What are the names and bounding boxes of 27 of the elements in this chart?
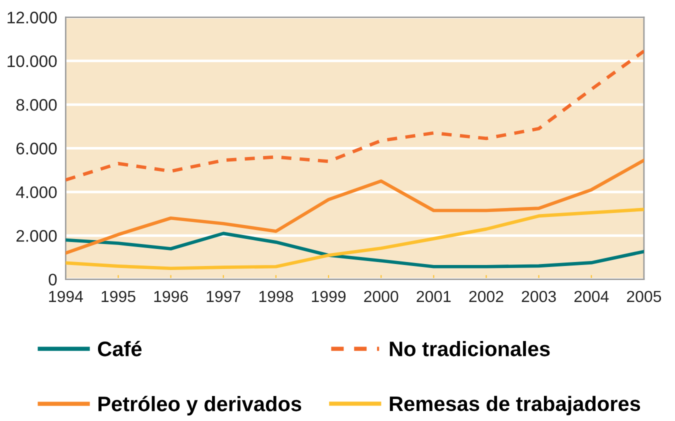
x-tick-label: 1995 — [102, 290, 136, 302]
legend-label: Café — [98, 340, 142, 356]
y-tick-label: 2.000 — [16, 230, 57, 242]
x-tick-label: 2000 — [364, 290, 398, 302]
legend-label: Remesas de trabajadores — [390, 396, 640, 416]
x-tick-label: 2005 — [626, 290, 662, 302]
y-tick-label: 6.000 — [16, 142, 57, 154]
x-tick-label: 2002 — [469, 290, 504, 302]
y-tick-label: 4.000 — [16, 186, 57, 198]
x-tick-label: 1999 — [312, 290, 346, 302]
x-tick-label: 1996 — [154, 290, 188, 302]
y-tick-label: 8.000 — [16, 99, 57, 111]
line-series — [66, 232, 644, 268]
x-tick-label: 1997 — [206, 290, 240, 302]
x-tick-label: 1994 — [49, 290, 83, 302]
legend-label: Petróleo y derivados — [98, 396, 302, 416]
y-tick-label: 10.000 — [8, 55, 57, 68]
y-tick-label: 0 — [48, 274, 57, 286]
x-tick-label: 2001 — [416, 290, 451, 302]
legend-label: No tradicionales — [390, 341, 550, 356]
line-series — [66, 49, 644, 182]
x-tick-label: 1998 — [259, 290, 294, 302]
line-series — [66, 158, 644, 255]
y-tick-label: 12.000 — [8, 12, 57, 24]
x-tick-label: 2003 — [522, 290, 556, 302]
x-tick-label: 2004 — [574, 290, 609, 302]
line-series — [66, 208, 644, 270]
